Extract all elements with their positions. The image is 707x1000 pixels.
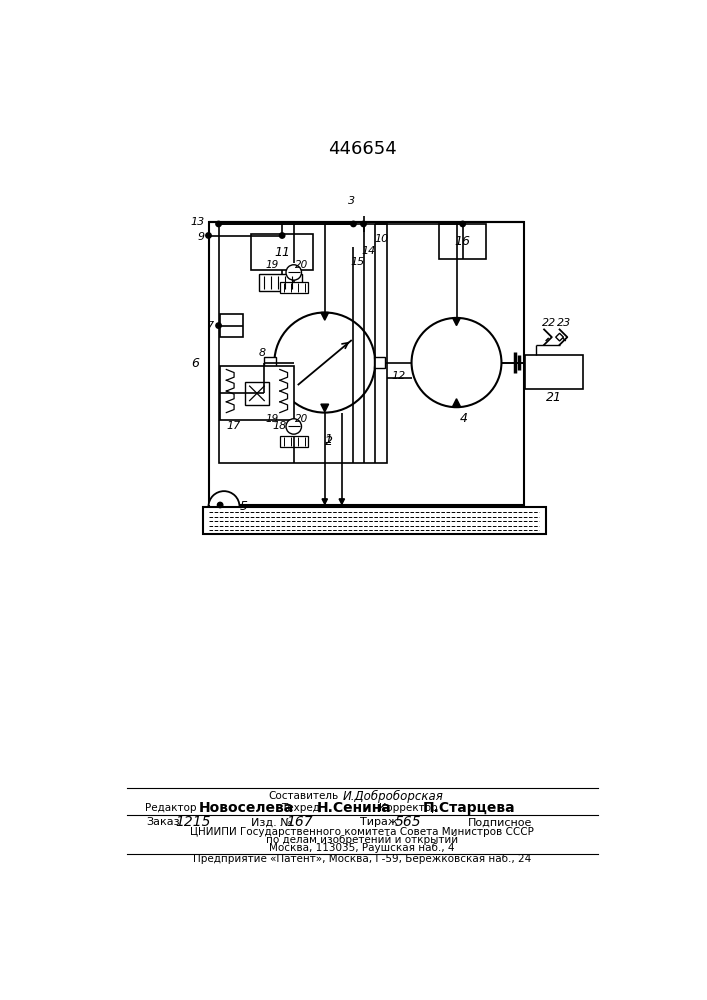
- Bar: [245, 382, 269, 405]
- Polygon shape: [556, 333, 563, 341]
- Text: Изд. №: Изд. №: [251, 817, 292, 827]
- Bar: [264, 357, 276, 368]
- Text: Н.Сенина: Н.Сенина: [317, 801, 392, 815]
- Text: 7: 7: [207, 321, 214, 331]
- Text: 17: 17: [227, 421, 241, 431]
- Circle shape: [218, 502, 223, 508]
- Text: 18: 18: [273, 421, 287, 431]
- Text: Составитель: Составитель: [269, 791, 339, 801]
- Text: Заказ: Заказ: [146, 817, 180, 827]
- Text: 2: 2: [325, 435, 332, 448]
- Text: 167: 167: [286, 815, 312, 829]
- Bar: [251, 234, 313, 270]
- Bar: [280, 282, 308, 293]
- Text: 14: 14: [361, 246, 375, 256]
- Bar: [280, 436, 308, 447]
- Text: Подписное: Подписное: [468, 817, 532, 827]
- Text: 15: 15: [351, 257, 366, 267]
- Text: Предприятие «Патент», Москва, Г-59, Бережковская наб., 24: Предприятие «Патент», Москва, Г-59, Бере…: [193, 854, 531, 864]
- Text: 3: 3: [348, 196, 355, 206]
- Text: 8: 8: [259, 348, 266, 358]
- Text: Москва, 113035, Раушская наб., 4: Москва, 113035, Раушская наб., 4: [269, 843, 455, 853]
- Text: Корректор: Корректор: [379, 803, 438, 813]
- Bar: [220, 314, 243, 337]
- Text: 1: 1: [325, 433, 332, 446]
- Polygon shape: [321, 404, 329, 412]
- Text: 12: 12: [391, 371, 406, 381]
- Text: Техред: Техред: [281, 803, 320, 813]
- Text: 23: 23: [557, 318, 571, 328]
- Circle shape: [351, 221, 356, 227]
- Text: И.Доброборская: И.Доброборская: [343, 790, 443, 803]
- Text: 4: 4: [460, 412, 468, 425]
- Text: 16: 16: [455, 235, 471, 248]
- Text: Новоселева: Новоселева: [199, 801, 294, 815]
- Bar: [259, 274, 301, 291]
- Text: 10: 10: [374, 234, 388, 244]
- Text: Редактор: Редактор: [146, 803, 197, 813]
- Circle shape: [279, 233, 285, 238]
- Text: 22: 22: [542, 318, 556, 328]
- Circle shape: [216, 323, 221, 328]
- Text: 9: 9: [197, 232, 204, 242]
- Text: Тираж: Тираж: [360, 817, 397, 827]
- Polygon shape: [322, 499, 327, 504]
- Text: П.Старцева: П.Старцева: [423, 801, 516, 815]
- Circle shape: [206, 233, 211, 238]
- Circle shape: [361, 221, 366, 227]
- Bar: [525, 355, 583, 389]
- Text: по делам изобретений и открытий: по делам изобретений и открытий: [266, 835, 458, 845]
- Text: 13: 13: [190, 217, 204, 227]
- Circle shape: [460, 221, 465, 227]
- Bar: [218, 224, 387, 463]
- Circle shape: [209, 491, 240, 522]
- Bar: [440, 224, 486, 259]
- Circle shape: [286, 419, 301, 434]
- Text: 1215: 1215: [175, 815, 211, 829]
- Text: 20: 20: [296, 414, 308, 424]
- Polygon shape: [321, 312, 329, 320]
- Circle shape: [216, 221, 221, 227]
- Text: 5: 5: [240, 500, 247, 513]
- Text: 446654: 446654: [327, 140, 397, 158]
- Bar: [373, 357, 385, 368]
- Text: 21: 21: [546, 391, 562, 404]
- Text: 19: 19: [265, 260, 279, 270]
- Text: 6: 6: [191, 357, 199, 370]
- Polygon shape: [218, 506, 225, 512]
- Circle shape: [286, 265, 301, 280]
- Bar: [220, 366, 293, 420]
- Circle shape: [411, 318, 501, 407]
- Polygon shape: [339, 499, 344, 504]
- Text: ЦНИИПИ Государственного комитета Совета Министров СССР: ЦНИИПИ Государственного комитета Совета …: [190, 827, 534, 837]
- Polygon shape: [452, 318, 460, 326]
- Text: 11: 11: [274, 246, 290, 259]
- Circle shape: [274, 312, 375, 413]
- Polygon shape: [452, 399, 460, 406]
- Text: 565: 565: [395, 815, 421, 829]
- Bar: [209, 222, 524, 505]
- Text: 19: 19: [265, 414, 279, 424]
- Text: 20: 20: [296, 260, 308, 270]
- Bar: [203, 507, 546, 534]
